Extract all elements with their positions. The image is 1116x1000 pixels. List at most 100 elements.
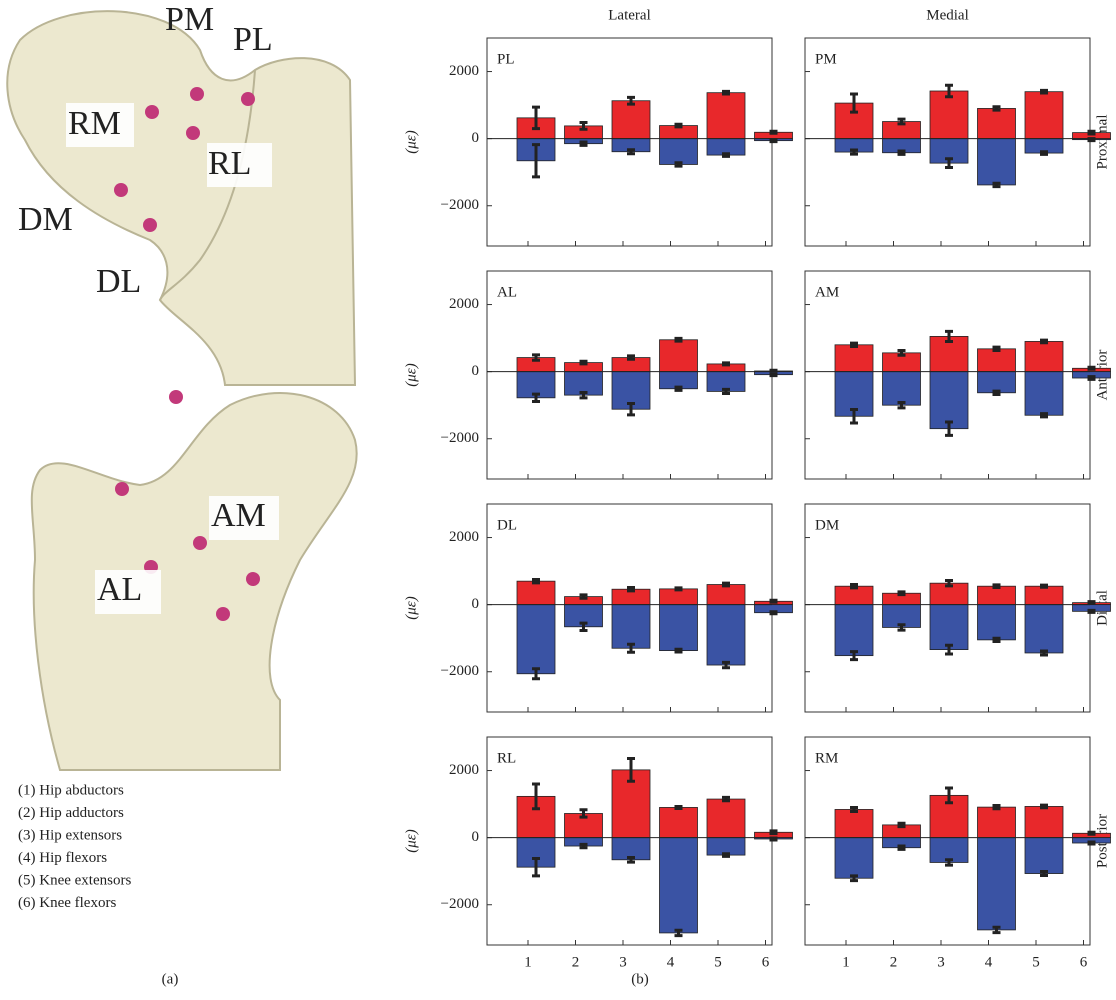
error-bar xyxy=(627,354,635,361)
bar xyxy=(834,344,874,373)
error-bar xyxy=(945,157,953,169)
panel-label: DM xyxy=(815,517,839,533)
bar xyxy=(659,138,698,165)
bar xyxy=(659,339,698,373)
error-bar xyxy=(627,642,635,654)
panel-label: RM xyxy=(815,750,838,766)
error-bar xyxy=(532,577,540,585)
bar xyxy=(929,604,969,650)
bar xyxy=(611,769,651,839)
error-bar xyxy=(992,636,1001,644)
bar xyxy=(1024,371,1064,416)
error-bar xyxy=(769,598,778,604)
error-bar xyxy=(722,387,730,395)
error-bar xyxy=(722,89,730,96)
error-bar xyxy=(627,586,635,593)
bar xyxy=(977,138,1016,186)
site-label: DM xyxy=(18,201,73,238)
error-bar xyxy=(850,92,858,114)
bar xyxy=(516,580,556,606)
x-tick-label: 5 xyxy=(714,954,722,970)
y-tick-label: 0 xyxy=(472,130,480,146)
x-tick-label: 2 xyxy=(572,954,580,970)
error-bar xyxy=(579,621,588,632)
y-tick-label: 2000 xyxy=(449,296,479,312)
bar xyxy=(834,837,874,879)
error-bar xyxy=(945,643,953,656)
bar xyxy=(516,604,556,675)
error-bar xyxy=(897,117,906,126)
error-bar xyxy=(1087,830,1096,836)
panel-label: DL xyxy=(497,517,517,533)
error-bar xyxy=(532,856,540,878)
bone-bottom xyxy=(30,390,358,771)
error-bar xyxy=(579,359,588,366)
error-bar xyxy=(850,583,858,590)
bar xyxy=(1024,604,1064,654)
error-bar xyxy=(992,345,1001,353)
error-bar xyxy=(579,121,588,131)
x-tick-label: 6 xyxy=(762,954,770,970)
panel-label: PL xyxy=(497,51,515,67)
bone-top xyxy=(6,10,357,386)
error-bar xyxy=(850,148,858,156)
x-tick-label: 1 xyxy=(524,954,532,970)
error-bar xyxy=(769,129,778,135)
x-tick-label: 3 xyxy=(937,954,945,970)
y-tick-label: 0 xyxy=(472,829,480,845)
error-bar xyxy=(674,122,683,129)
bar xyxy=(1024,585,1064,606)
error-bar xyxy=(769,138,778,144)
error-bar xyxy=(532,392,540,404)
error-bar xyxy=(674,928,683,938)
y-axis-label: (με) xyxy=(403,596,419,619)
site-label: AM xyxy=(211,497,266,534)
bar xyxy=(834,809,874,839)
error-bar xyxy=(579,842,588,850)
column-title: Lateral xyxy=(608,7,650,23)
error-bar xyxy=(1040,338,1048,345)
site-label: RM xyxy=(68,105,121,142)
error-bar xyxy=(897,590,906,597)
error-bar xyxy=(532,143,540,179)
panel-label: PM xyxy=(815,51,837,67)
x-tick-label: 4 xyxy=(667,954,675,970)
error-bar xyxy=(945,858,953,867)
x-tick-label: 5 xyxy=(1032,954,1040,970)
error-bar xyxy=(945,420,953,437)
error-bar xyxy=(722,152,730,158)
error-bar xyxy=(532,667,540,681)
legend-item: (2) Hip adductors xyxy=(18,805,124,821)
bar xyxy=(1024,837,1064,874)
bar xyxy=(882,371,921,406)
error-bar xyxy=(627,855,635,864)
error-bar xyxy=(722,581,730,588)
error-bar xyxy=(674,804,683,810)
error-bar xyxy=(992,583,1001,590)
y-tick-label: −2000 xyxy=(441,896,479,912)
error-bar xyxy=(897,401,906,410)
x-tick-label: 1 xyxy=(842,954,850,970)
y-axis-label: (με) xyxy=(403,130,419,153)
legend-item: (3) Hip extensors xyxy=(18,827,122,843)
legend-item: (4) Hip flexors xyxy=(18,850,107,866)
bar xyxy=(834,102,874,140)
error-bar xyxy=(1040,150,1048,156)
error-bar xyxy=(722,660,730,670)
error-bar xyxy=(769,372,778,378)
error-bar xyxy=(627,402,635,417)
y-tick-label: 2000 xyxy=(449,529,479,545)
error-bar xyxy=(1040,88,1048,95)
error-bar xyxy=(992,105,1001,112)
error-bar xyxy=(579,593,588,600)
error-bar xyxy=(769,829,778,836)
error-bar xyxy=(674,647,683,654)
caption: (a) xyxy=(162,971,179,987)
error-bar xyxy=(1087,129,1096,136)
error-bar xyxy=(722,795,730,803)
y-tick-label: −2000 xyxy=(441,663,479,679)
error-bar xyxy=(1087,375,1096,381)
error-bar xyxy=(897,349,906,357)
bar xyxy=(1024,91,1064,140)
error-bar xyxy=(1087,600,1096,606)
